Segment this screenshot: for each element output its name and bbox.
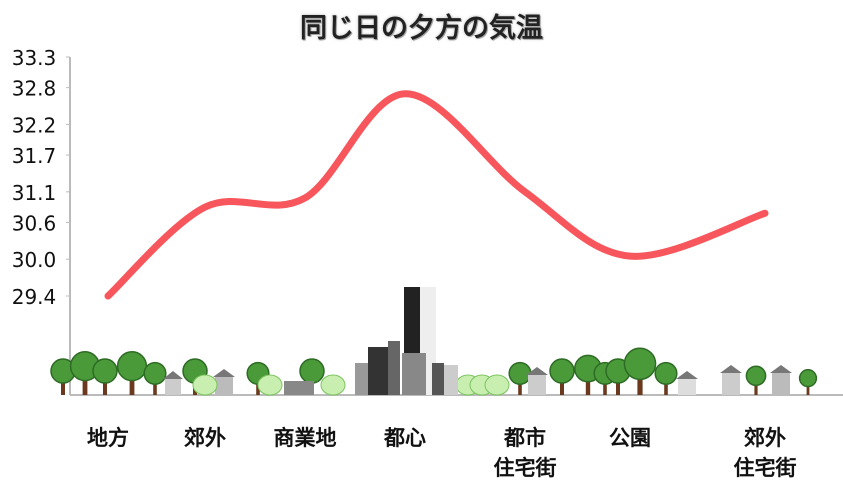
- tree-crown: [92, 358, 118, 384]
- house: [772, 373, 790, 395]
- tree-crown: [623, 347, 657, 381]
- bush: [320, 374, 346, 396]
- y-tick-label: 30.6: [12, 211, 57, 235]
- house: [165, 379, 181, 395]
- x-tick-label: 公園: [609, 426, 651, 450]
- building: [355, 363, 369, 395]
- tree-trunk: [256, 382, 260, 395]
- roof: [213, 369, 235, 377]
- temperature-line: [104, 90, 769, 300]
- y-tick-label: 32.2: [12, 113, 57, 137]
- tree-trunk: [585, 379, 591, 395]
- scenery: [50, 287, 818, 396]
- roof: [770, 365, 792, 373]
- tree-trunk: [153, 382, 157, 395]
- tree-crown: [143, 361, 167, 385]
- bush: [484, 374, 510, 396]
- tree-trunk: [806, 385, 810, 395]
- house: [528, 375, 546, 395]
- bush: [192, 374, 218, 396]
- tree-crown: [116, 351, 148, 382]
- y-tick-label: 33.3: [12, 46, 57, 70]
- tree-trunk: [61, 381, 65, 395]
- house: [215, 377, 233, 395]
- x-tick-label: 郊外: [184, 426, 226, 450]
- tree-crown: [299, 358, 325, 384]
- tree-trunk: [129, 378, 135, 395]
- roof: [526, 367, 548, 375]
- tree-trunk: [616, 381, 620, 395]
- tree-trunk: [754, 383, 758, 395]
- x-tick-label: 都市 住宅街: [493, 426, 557, 480]
- building: [388, 341, 400, 395]
- roof: [163, 371, 183, 379]
- building: [284, 381, 314, 395]
- y-tick-label: 31.1: [12, 181, 57, 205]
- y-tick-label: 30.0: [12, 248, 57, 272]
- tree-crown: [549, 358, 575, 384]
- tree-trunk: [518, 382, 522, 395]
- y-tick-label: 32.8: [12, 77, 57, 101]
- tree-trunk: [560, 381, 564, 395]
- x-tick-label: 都心: [384, 426, 426, 450]
- tree-trunk: [637, 376, 643, 395]
- bush: [257, 374, 283, 396]
- y-tick-label: 31.7: [12, 144, 57, 168]
- x-tick-label: 郊外 住宅街: [733, 426, 797, 480]
- x-tick-label: 地方: [87, 426, 129, 450]
- tree-trunk: [103, 381, 107, 395]
- chart-title: 同じ日の夕方の気温: [300, 13, 543, 44]
- tree-crown: [798, 369, 818, 388]
- building: [368, 347, 388, 395]
- x-tick-label: 商業地: [273, 426, 337, 450]
- tree-crown: [508, 361, 532, 385]
- tree-trunk: [82, 378, 88, 395]
- tree-trunk: [603, 382, 607, 395]
- building: [402, 353, 426, 395]
- house: [678, 379, 696, 395]
- roof: [676, 371, 698, 379]
- tree-crown: [654, 361, 678, 385]
- building: [444, 365, 458, 395]
- building: [432, 363, 444, 395]
- tree-trunk: [664, 382, 668, 395]
- y-tick-label: 29.4: [12, 285, 57, 309]
- roof: [720, 365, 742, 373]
- tree-crown: [745, 365, 767, 387]
- house: [722, 373, 740, 395]
